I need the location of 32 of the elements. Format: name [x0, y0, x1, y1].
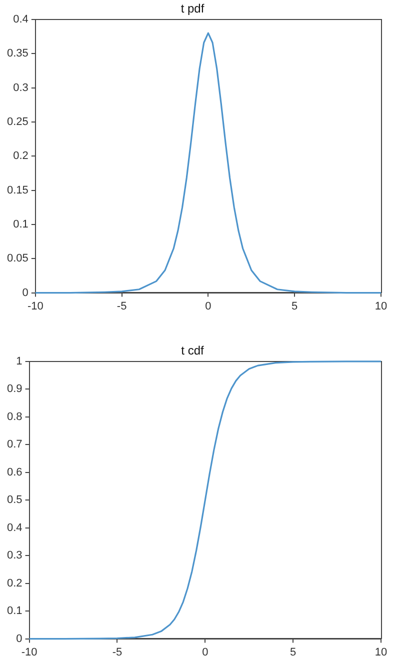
y-tick-label: 0.4 — [6, 522, 22, 534]
y-tick-label: 0.6 — [6, 466, 22, 478]
y-tick-label: 0.1 — [13, 218, 28, 230]
y-tick-label: 0.9 — [6, 383, 22, 396]
y-tick-label: 0.4 — [13, 13, 28, 26]
x-tick-label: 5 — [292, 300, 298, 312]
x-tick-label: 10 — [374, 300, 388, 312]
y-tick-label: 0.7 — [6, 438, 22, 451]
x-tick-label: 0 — [202, 646, 208, 658]
y-tick-label: 0.15 — [6, 184, 28, 196]
y-tick-label: 0.5 — [6, 494, 22, 506]
x-tick-label: 0 — [205, 300, 212, 312]
y-tick-label: 0.1 — [6, 605, 22, 618]
y-tick-label: 0.35 — [6, 48, 28, 60]
y-tick-label: 0.3 — [6, 550, 22, 562]
y-tick-label: 0.05 — [6, 252, 28, 265]
chart-title: t pdf — [180, 2, 205, 16]
y-tick-label: 0 — [22, 286, 28, 299]
y-tick-label: 0 — [16, 632, 22, 645]
x-tick-label: -10 — [21, 646, 38, 658]
chart-title: t cdf — [181, 344, 204, 358]
y-tick-label: 0.8 — [6, 410, 22, 423]
y-tick-label: 1 — [16, 355, 22, 368]
y-tick-label: 0.2 — [13, 150, 28, 162]
y-tick-label: 0.2 — [6, 577, 22, 590]
x-tick-label: -5 — [112, 646, 122, 658]
y-tick-label: 0.3 — [13, 82, 28, 94]
x-tick-label: 5 — [290, 646, 296, 658]
y-tick-label: 0.25 — [6, 116, 28, 128]
x-tick-label: -10 — [27, 300, 44, 312]
x-tick-label: 10 — [374, 646, 388, 658]
x-tick-label: -5 — [116, 300, 127, 312]
